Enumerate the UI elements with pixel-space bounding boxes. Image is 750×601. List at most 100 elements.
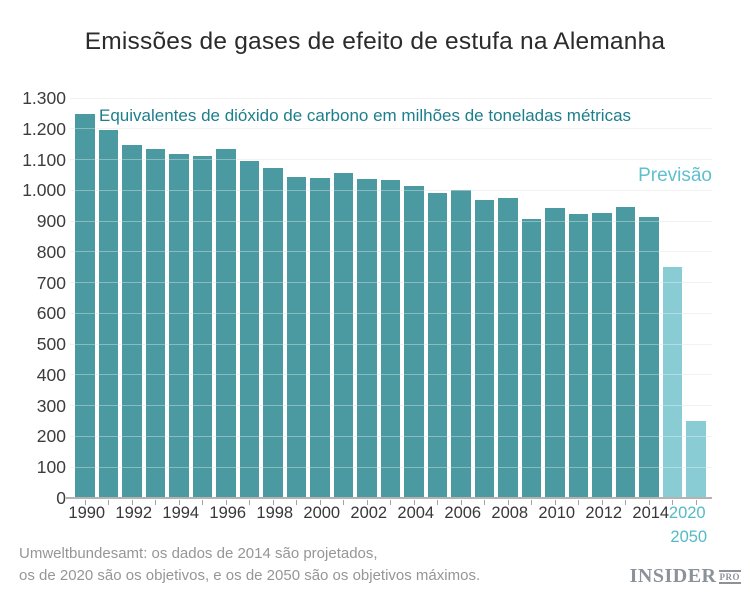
bar: [169, 153, 189, 498]
x-axis-line: [66, 497, 712, 499]
bar: [498, 197, 518, 498]
grid-line-overlay: [70, 251, 712, 253]
x-axis-label: 1990: [68, 504, 106, 522]
y-axis-label: 700: [36, 272, 66, 293]
axis-tick: [484, 500, 486, 505]
y-axis-label: 1.000: [22, 180, 66, 201]
axis-tick: [437, 500, 439, 505]
bar: [521, 218, 541, 498]
page-title: Emissões de gases de efeito de estufa na…: [84, 28, 666, 55]
grid-line-overlay: [70, 220, 712, 222]
y-axis-label: 600: [36, 303, 66, 324]
grid-line-overlay: [70, 159, 712, 161]
bar: [357, 178, 377, 498]
logo-pro-badge: PRO: [718, 569, 741, 584]
x-axis-label: 1998: [256, 504, 294, 522]
axis-tick: [413, 500, 415, 505]
axis-tick: [390, 500, 392, 505]
bar: [192, 155, 212, 498]
bar: [145, 148, 165, 498]
axis-tick: [648, 500, 650, 505]
axis-tick: [272, 500, 274, 505]
source-note: Umweltbundesamt: os dados de 2014 são pr…: [19, 543, 480, 587]
bar: [75, 114, 95, 498]
x-axis-label: 2012: [585, 504, 623, 522]
bar: [662, 267, 682, 498]
grid-line-overlay: [70, 189, 712, 191]
axis-tick: [578, 500, 580, 505]
y-axis-label: 1.300: [22, 88, 66, 108]
axis-tick: [202, 500, 204, 505]
x-axis-label: 2014: [632, 504, 670, 522]
x-axis-label: 2010: [538, 504, 576, 522]
y-axis-label: 100: [36, 457, 66, 478]
insider-pro-logo: INSIDER PRO: [630, 565, 741, 588]
bar: [286, 177, 306, 498]
bar: [310, 178, 330, 498]
forecast-label: Previsão: [638, 165, 712, 186]
grid-line-overlay: [70, 343, 712, 345]
bar: [686, 421, 706, 498]
x-axis-label: 2008: [491, 504, 529, 522]
grid-line-overlay: [70, 97, 712, 99]
axis-tick: [84, 500, 86, 505]
source-note-line2: os de 2020 são os objetivos, e os de 205…: [19, 567, 481, 584]
axis-tick: [296, 500, 298, 505]
grid-line-overlay: [70, 128, 712, 130]
y-axis-label: 1.100: [22, 149, 66, 170]
grid-line-overlay: [70, 374, 712, 376]
source-note-line1: Umweltbundesamt: os dados de 2014 são pr…: [19, 545, 378, 562]
chart-subtitle: Equivalentes de dióxido de carbono em mi…: [99, 106, 632, 125]
grid-line-overlay: [70, 435, 712, 437]
x-axis-label: 1994: [162, 504, 200, 522]
axis-tick: [366, 500, 368, 505]
axis-tick: [131, 500, 133, 505]
axis-tick: [507, 500, 509, 505]
bar: [380, 179, 400, 498]
y-axis-label: 0: [56, 488, 66, 508]
bar: [98, 130, 118, 498]
y-axis-label: 400: [36, 364, 66, 385]
grid-line-overlay: [70, 282, 712, 284]
bar: [474, 200, 494, 498]
bar: [592, 213, 612, 498]
bar: [263, 167, 283, 498]
x-axis-label: 1996: [209, 504, 247, 522]
bar: [451, 190, 471, 498]
x-axis-label: 2002: [350, 504, 388, 522]
bar: [333, 173, 353, 498]
x-axis-label: 2020: [668, 504, 706, 522]
bar: [404, 185, 424, 498]
grid-line-overlay: [70, 466, 712, 468]
bar: [216, 149, 236, 498]
grid-line: [70, 128, 712, 130]
grid-line: [70, 159, 712, 161]
axis-tick: [108, 500, 110, 505]
axis-tick: [554, 500, 556, 505]
axis-tick: [249, 500, 251, 505]
grid-line-overlay: [70, 312, 712, 314]
bar: [239, 160, 259, 498]
x-axis-label: 2004: [397, 504, 435, 522]
bar: [427, 192, 447, 498]
axis-tick: [319, 500, 321, 505]
bar: [615, 207, 635, 498]
bar: [568, 214, 588, 498]
axis-tick: [225, 500, 227, 505]
bar: [122, 145, 142, 498]
axis-tick: [155, 500, 157, 505]
axis-tick: [672, 500, 674, 505]
bar: [545, 208, 565, 498]
logo-insider-text: INSIDER: [629, 565, 717, 587]
axis-tick: [460, 500, 462, 505]
axis-tick: [601, 500, 603, 505]
axis-tick: [178, 500, 180, 505]
y-axis-label: 300: [36, 395, 66, 416]
axis-tick: [343, 500, 345, 505]
grid-line-overlay: [70, 405, 712, 407]
axis-tick: [625, 500, 627, 505]
x-axis-label: 2050: [670, 528, 708, 546]
axis-tick: [531, 500, 533, 505]
y-axis-label: 200: [36, 426, 66, 447]
